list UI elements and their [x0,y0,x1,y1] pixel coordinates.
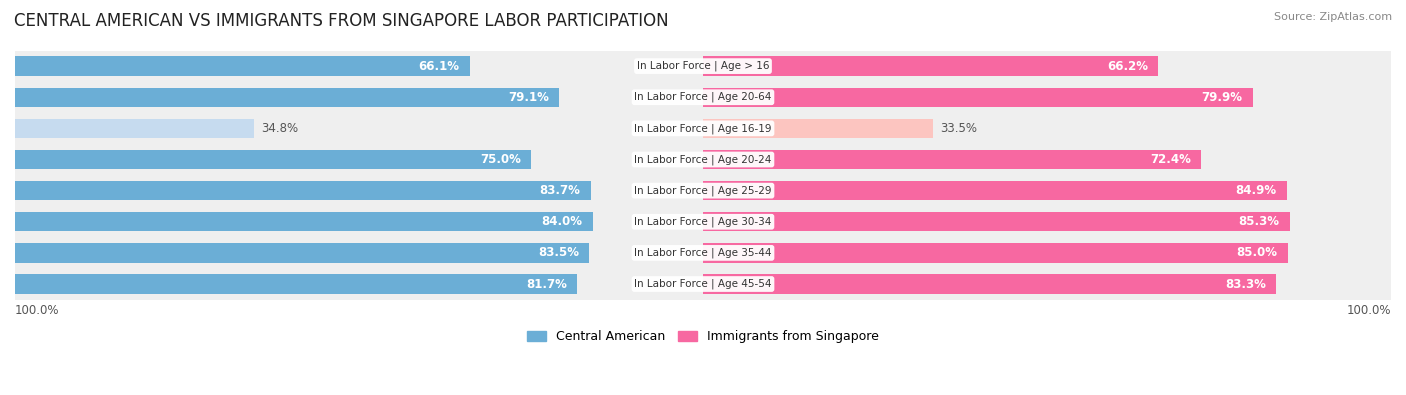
Text: 85.0%: 85.0% [1236,246,1278,260]
Bar [15,275,576,293]
Bar [15,113,1391,144]
Bar [15,243,589,263]
Text: 66.2%: 66.2% [1107,60,1149,73]
Text: 75.0%: 75.0% [479,153,520,166]
Text: In Labor Force | Age 35-44: In Labor Force | Age 35-44 [634,248,772,258]
Bar [15,212,593,231]
Text: 84.0%: 84.0% [541,215,582,228]
Bar [703,275,1277,293]
Bar [15,150,531,169]
Bar [703,181,1286,200]
Bar [703,243,1288,263]
Text: In Labor Force | Age 45-54: In Labor Force | Age 45-54 [634,279,772,289]
Text: Source: ZipAtlas.com: Source: ZipAtlas.com [1274,12,1392,22]
Bar [15,56,470,76]
Text: In Labor Force | Age 16-19: In Labor Force | Age 16-19 [634,123,772,134]
Bar [15,237,1391,269]
Text: In Labor Force | Age 20-24: In Labor Force | Age 20-24 [634,154,772,165]
Legend: Central American, Immigrants from Singapore: Central American, Immigrants from Singap… [523,325,883,348]
Bar [15,51,1391,82]
Bar [15,82,1391,113]
Bar [15,206,1391,237]
Text: 79.1%: 79.1% [508,91,548,104]
Text: 34.8%: 34.8% [262,122,298,135]
Bar [703,212,1289,231]
Text: 81.7%: 81.7% [526,278,567,290]
Text: 72.4%: 72.4% [1150,153,1191,166]
Text: 83.5%: 83.5% [538,246,579,260]
Text: 84.9%: 84.9% [1236,184,1277,197]
Bar [15,144,1391,175]
Text: CENTRAL AMERICAN VS IMMIGRANTS FROM SINGAPORE LABOR PARTICIPATION: CENTRAL AMERICAN VS IMMIGRANTS FROM SING… [14,12,669,30]
Bar [703,150,1201,169]
Bar [15,119,254,138]
Text: 66.1%: 66.1% [419,60,460,73]
Text: 33.5%: 33.5% [941,122,977,135]
Text: In Labor Force | Age 20-64: In Labor Force | Age 20-64 [634,92,772,102]
Bar [15,88,560,107]
Text: 100.0%: 100.0% [1347,304,1391,317]
Text: In Labor Force | Age 30-34: In Labor Force | Age 30-34 [634,216,772,227]
Text: In Labor Force | Age 25-29: In Labor Force | Age 25-29 [634,185,772,196]
Bar [15,269,1391,299]
Text: In Labor Force | Age > 16: In Labor Force | Age > 16 [637,61,769,71]
Bar [703,88,1253,107]
Text: 100.0%: 100.0% [15,304,59,317]
Text: 83.7%: 83.7% [540,184,581,197]
Bar [15,181,591,200]
Bar [703,56,1159,76]
Bar [703,119,934,138]
Text: 83.3%: 83.3% [1225,278,1265,290]
Bar [15,175,1391,206]
Text: 85.3%: 85.3% [1239,215,1279,228]
Text: 79.9%: 79.9% [1201,91,1243,104]
